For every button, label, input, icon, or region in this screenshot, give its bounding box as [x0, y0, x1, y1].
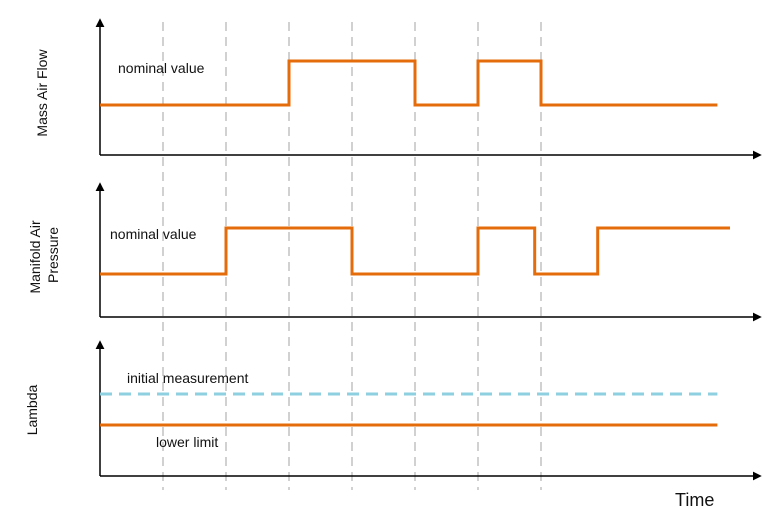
panel-manifold-air-pressure: Manifold Air Pressure nominal value	[27, 182, 762, 322]
mass-air-flow-signal	[100, 59, 718, 107]
panel-mass-air-flow: Mass Air Flow nominal value	[34, 18, 762, 160]
manifold-air-pressure-nominal-label: nominal value	[110, 226, 197, 242]
lambda-y-label: Lambda	[24, 384, 40, 435]
time-axis-label: Time	[675, 490, 714, 507]
manifold-air-pressure-y-label-line-2: Pressure	[45, 227, 61, 283]
manifold-air-pressure-y-label: Manifold Air Pressure	[27, 216, 61, 293]
lambda-initial-measurement-label: initial measurement	[127, 370, 248, 386]
manifold-air-pressure-y-label-line-1: Manifold Air	[27, 220, 43, 293]
manifold-air-pressure-signal	[100, 226, 730, 276]
lambda-lower-limit-label: lower limit	[156, 434, 218, 450]
panel-lambda: Lambda initial measurement lower limit	[24, 340, 762, 481]
mass-air-flow-y-label: Mass Air Flow	[34, 49, 50, 137]
mass-air-flow-nominal-label: nominal value	[118, 60, 205, 76]
